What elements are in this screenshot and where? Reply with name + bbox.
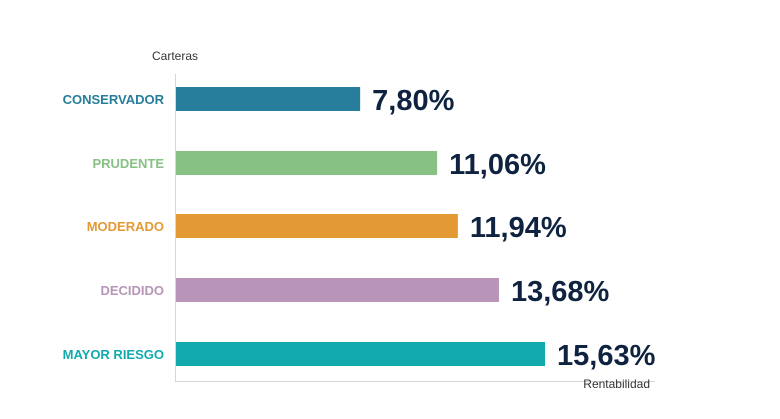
value-label-mayor-riesgo: 15,63% — [557, 340, 656, 372]
x-axis-title: Rentabilidad — [583, 377, 650, 391]
value-label-decidido: 13,68% — [511, 276, 610, 308]
bars-group: CONSERVADOR 7,80% PRUDENTE 11,06% MODERADO 11… — [63, 85, 656, 372]
bar-prudente — [176, 151, 438, 175]
y-axis-title: Carteras — [152, 49, 198, 63]
category-label-moderado: MODERADO — [87, 219, 164, 234]
category-label-mayor-riesgo: MAYOR RIESGO — [63, 347, 164, 362]
bar-decidido — [176, 278, 499, 302]
bar-moderado — [176, 214, 458, 238]
bar-conservador — [176, 87, 361, 111]
category-label-conservador: CONSERVADOR — [63, 92, 165, 107]
bar-mayor-riesgo — [176, 342, 545, 366]
value-label-moderado: 11,94% — [470, 212, 567, 244]
category-label-prudente: PRUDENTE — [92, 156, 164, 171]
value-label-conservador: 7,80% — [372, 85, 454, 117]
value-label-prudente: 11,06% — [449, 149, 546, 181]
category-label-decidido: DECIDIDO — [100, 283, 164, 298]
